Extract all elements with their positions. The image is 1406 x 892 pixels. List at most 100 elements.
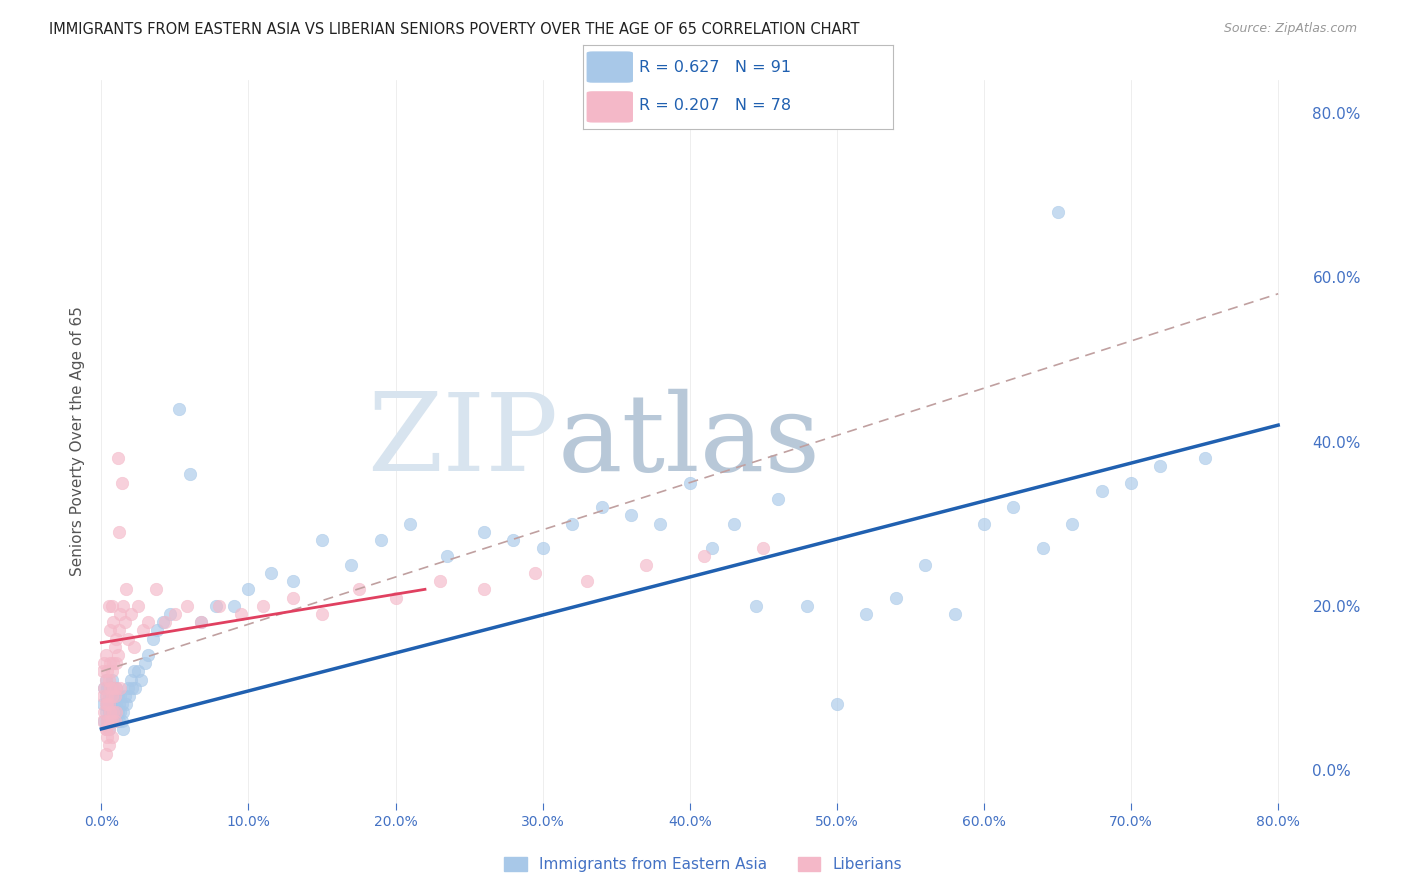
Point	[110, 681, 132, 695]
Point	[384, 591, 406, 605]
Point	[93, 681, 115, 695]
Point	[117, 681, 139, 695]
Point	[91, 714, 114, 728]
Point	[208, 599, 231, 613]
Point	[1032, 541, 1054, 556]
Point	[129, 673, 152, 687]
Point	[347, 582, 370, 597]
Point	[796, 599, 818, 613]
Point	[108, 524, 131, 539]
Point	[145, 582, 167, 597]
Point	[105, 632, 128, 646]
Point	[252, 599, 274, 613]
Point	[96, 665, 118, 679]
Point	[118, 689, 141, 703]
Point	[112, 706, 135, 720]
Point	[101, 681, 124, 695]
Point	[93, 681, 115, 695]
Point	[100, 673, 122, 687]
Point	[105, 698, 128, 712]
Point	[96, 714, 118, 728]
Point	[114, 689, 136, 703]
Point	[105, 706, 128, 720]
Point	[634, 558, 657, 572]
Point	[104, 689, 127, 703]
Point	[1149, 459, 1171, 474]
Point	[124, 681, 146, 695]
Point	[524, 566, 547, 580]
Point	[97, 722, 120, 736]
Point	[101, 714, 124, 728]
Point	[311, 607, 333, 621]
Point	[94, 706, 117, 720]
Point	[97, 722, 120, 736]
Point	[561, 516, 583, 531]
Point	[101, 706, 124, 720]
Point	[146, 624, 169, 638]
Point	[91, 698, 114, 712]
Point	[114, 615, 136, 630]
Point	[94, 673, 117, 687]
Point	[766, 491, 789, 506]
Point	[575, 574, 598, 588]
Point	[120, 673, 142, 687]
Point	[229, 607, 252, 621]
Point	[108, 714, 131, 728]
Point	[531, 541, 554, 556]
Point	[281, 591, 304, 605]
Point	[745, 599, 768, 613]
Point	[111, 475, 134, 490]
Point	[190, 615, 212, 630]
Point	[943, 607, 966, 621]
Point	[94, 648, 117, 662]
Point	[96, 698, 118, 712]
Point	[1119, 475, 1142, 490]
Text: Source: ZipAtlas.com: Source: ZipAtlas.com	[1223, 22, 1357, 36]
Point	[111, 714, 134, 728]
Point	[105, 681, 128, 695]
Point	[169, 401, 191, 416]
Text: R = 0.627   N = 91: R = 0.627 N = 91	[640, 60, 792, 75]
Point	[127, 665, 149, 679]
Point	[112, 722, 135, 736]
Point	[107, 689, 129, 703]
Point	[142, 632, 165, 646]
Text: IMMIGRANTS FROM EASTERN ASIA VS LIBERIAN SENIORS POVERTY OVER THE AGE OF 65 CORR: IMMIGRANTS FROM EASTERN ASIA VS LIBERIAN…	[49, 22, 859, 37]
Point	[399, 516, 422, 531]
Point	[502, 533, 524, 547]
Point	[1046, 204, 1069, 219]
Point	[101, 681, 124, 695]
Text: R = 0.207   N = 78: R = 0.207 N = 78	[640, 98, 792, 113]
Point	[120, 607, 142, 621]
Point	[97, 599, 120, 613]
Point	[100, 714, 122, 728]
Point	[94, 722, 117, 736]
Point	[91, 665, 114, 679]
Point	[105, 681, 128, 695]
Point	[152, 615, 174, 630]
Point	[94, 673, 117, 687]
Point	[620, 508, 643, 523]
Point	[105, 657, 128, 671]
Point	[1062, 516, 1084, 531]
Point	[101, 698, 124, 712]
Point	[94, 747, 117, 761]
Point	[650, 516, 672, 531]
Point	[179, 467, 201, 482]
Point	[104, 706, 127, 720]
FancyBboxPatch shape	[586, 91, 633, 122]
Point	[700, 541, 723, 556]
Point	[693, 549, 716, 564]
Point	[176, 599, 198, 613]
Point	[100, 689, 122, 703]
Point	[108, 624, 131, 638]
Point	[429, 574, 451, 588]
Point	[93, 657, 115, 671]
Point	[100, 689, 122, 703]
Y-axis label: Seniors Poverty Over the Age of 65: Seniors Poverty Over the Age of 65	[69, 307, 84, 576]
Point	[96, 689, 118, 703]
Point	[98, 624, 121, 638]
Point	[825, 698, 848, 712]
Point	[94, 689, 117, 703]
Point	[1194, 450, 1216, 465]
